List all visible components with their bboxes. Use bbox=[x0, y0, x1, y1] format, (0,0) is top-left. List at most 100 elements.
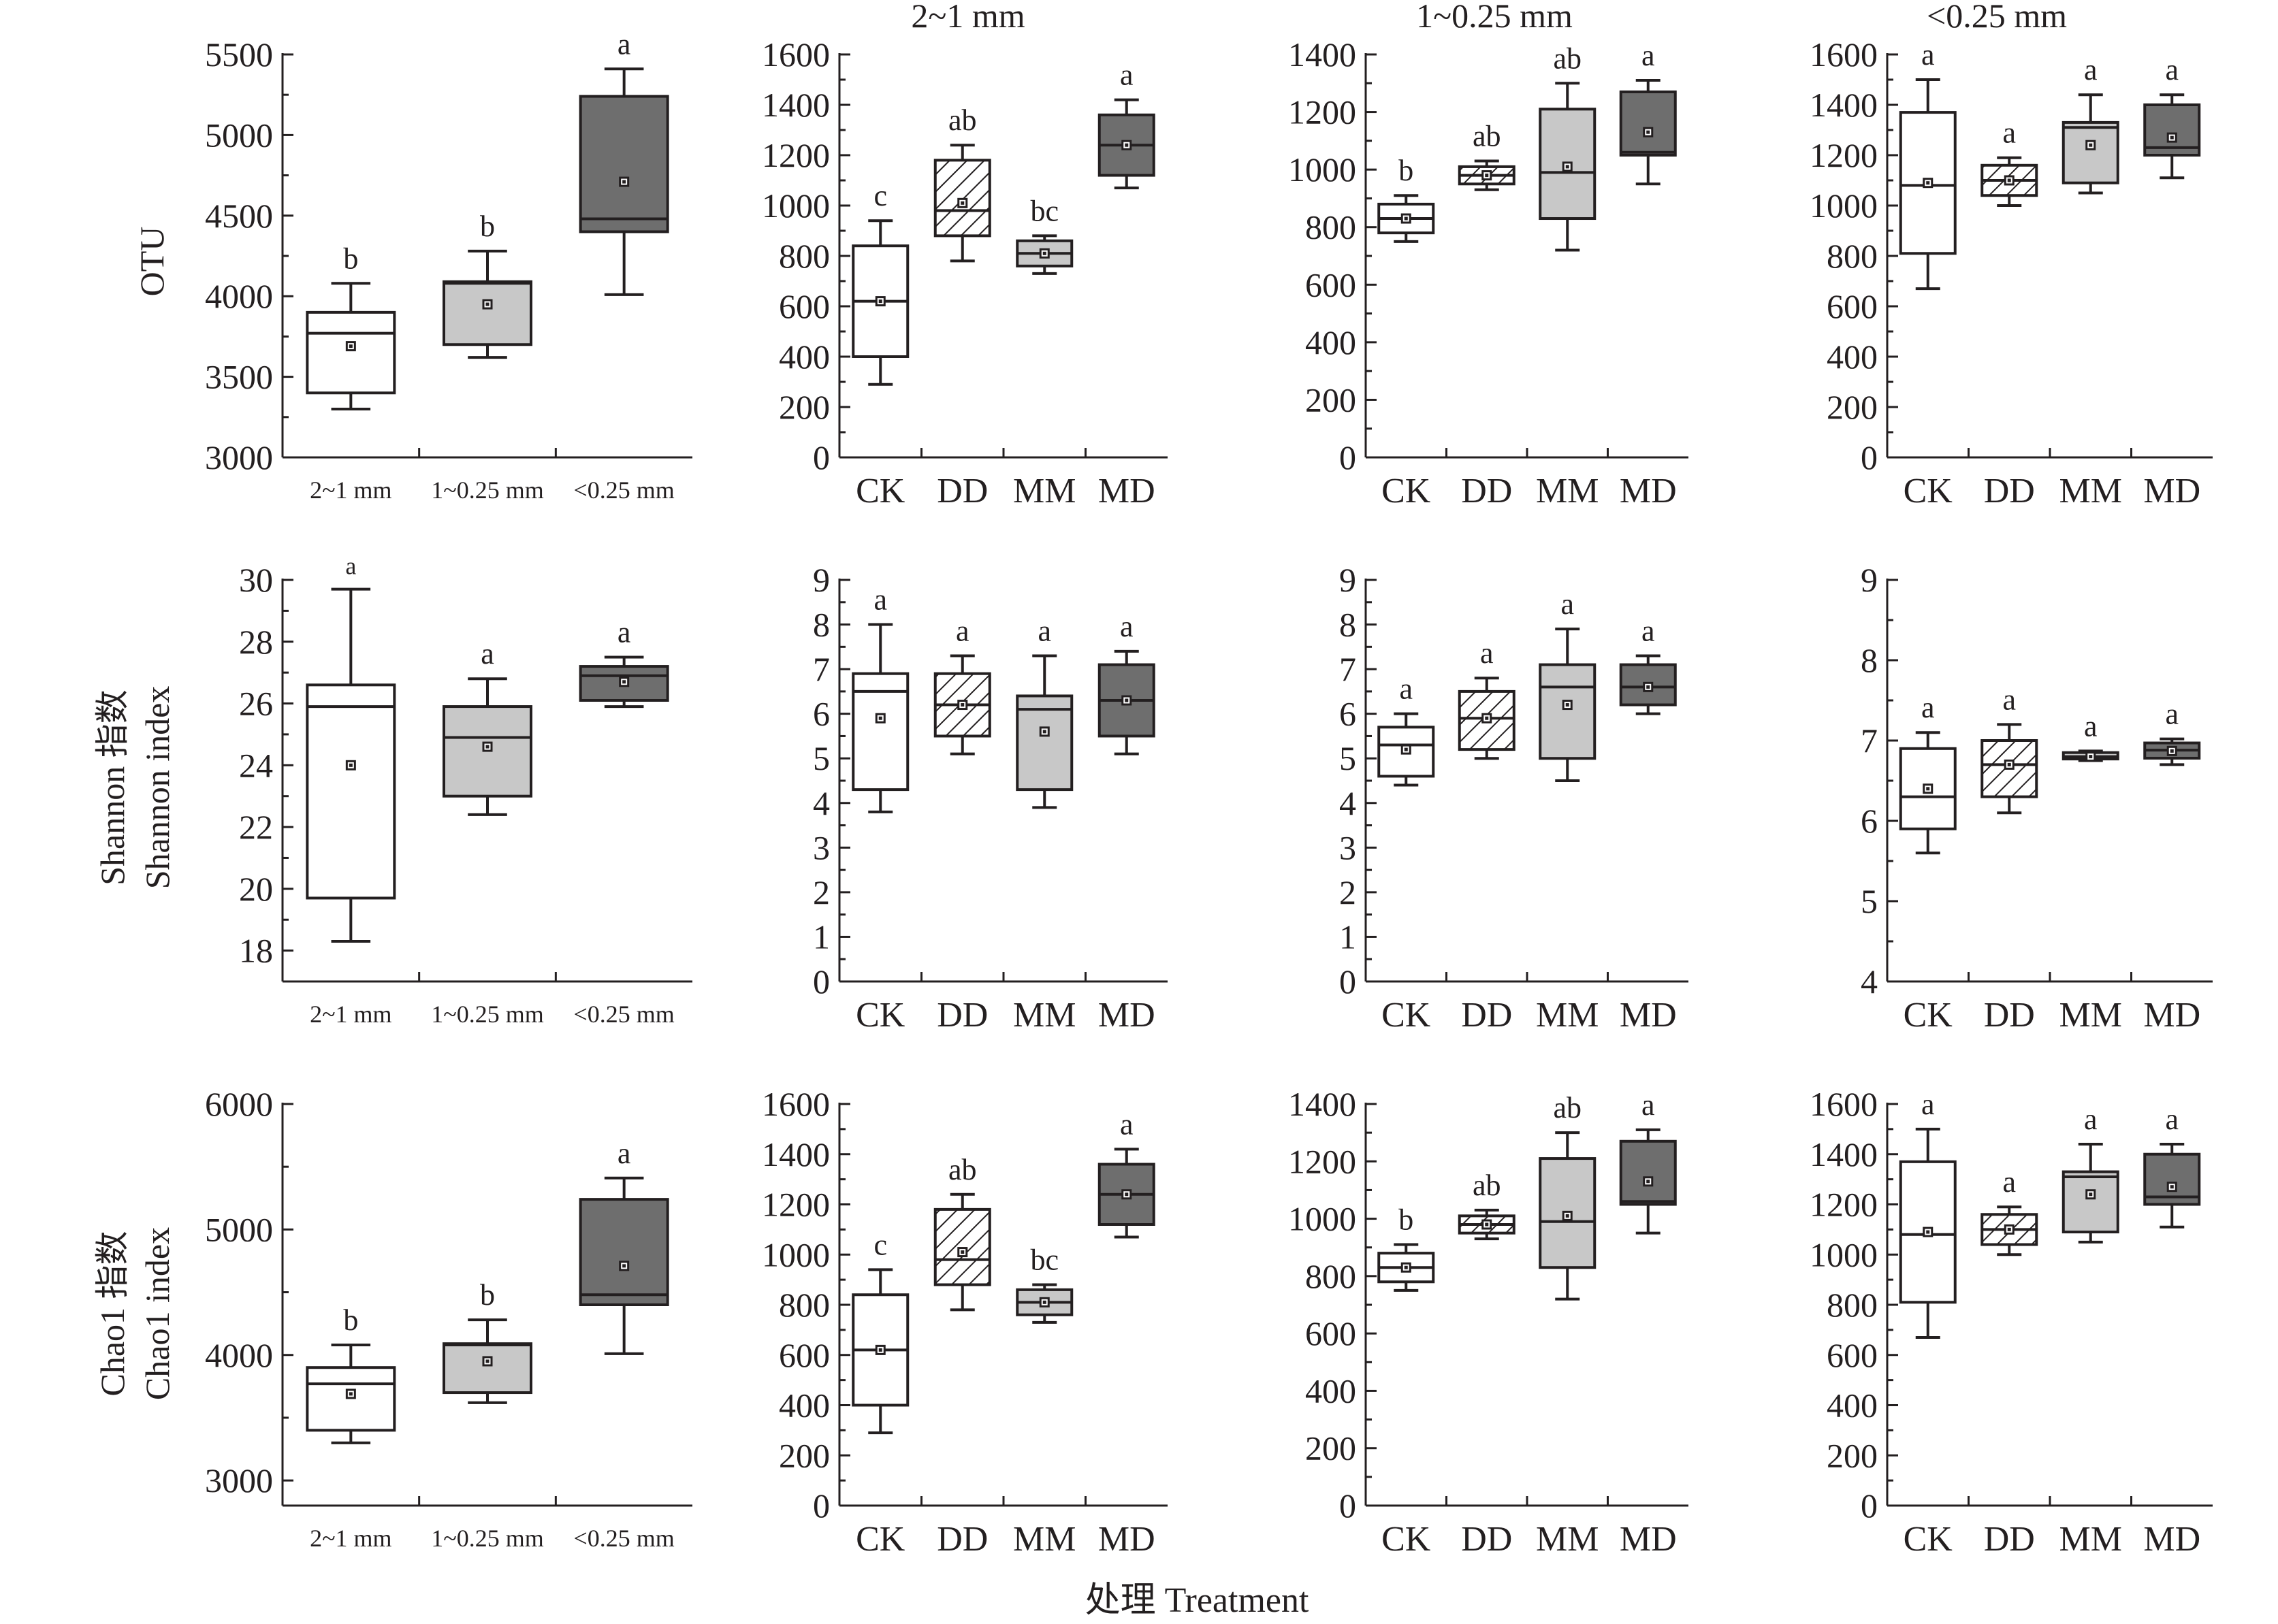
y-tick-label: 0 bbox=[1339, 962, 1356, 1001]
mean-dot bbox=[2007, 1227, 2011, 1231]
mean-dot bbox=[1042, 251, 1046, 255]
category-label: MD bbox=[1620, 472, 1677, 510]
y-tick-label: 8 bbox=[1861, 641, 1878, 679]
y-tick-label: 4 bbox=[1861, 962, 1878, 1001]
significance-letter: a bbox=[2165, 1103, 2179, 1136]
y-tick-label: 1200 bbox=[762, 1186, 830, 1224]
y-tick-label: 1400 bbox=[1810, 86, 1878, 124]
category-label: MM bbox=[2059, 472, 2122, 510]
box-MD: a bbox=[1619, 614, 1677, 715]
y-tick-label: 6 bbox=[1339, 695, 1356, 733]
box-MD: a bbox=[1619, 1088, 1677, 1235]
category-label: 1~0.25 mm bbox=[431, 1525, 543, 1552]
y-tick-label: 1400 bbox=[762, 86, 830, 124]
category-label: <0.25 mm bbox=[574, 1525, 675, 1552]
category-label: CK bbox=[1904, 1520, 1953, 1559]
mean-dot bbox=[1485, 1222, 1489, 1227]
y-tick-label: 1000 bbox=[762, 1235, 830, 1273]
significance-letter: a bbox=[1399, 672, 1413, 706]
significance-letter: ab bbox=[1473, 119, 1501, 152]
box-iqr bbox=[579, 1198, 669, 1306]
panel-r1-c2: 0 1 2 3 4 5 6 7 8 9 CK DD MM MD a a a a bbox=[1339, 561, 1688, 1035]
y-tick-label: 200 bbox=[779, 388, 830, 426]
mean-dot bbox=[878, 299, 882, 304]
box-iqr bbox=[443, 280, 532, 346]
y-tick-label: 24 bbox=[239, 746, 273, 784]
category-label: MM bbox=[2059, 1520, 2122, 1559]
y-tick-label: 1600 bbox=[1810, 1085, 1878, 1123]
significance-letter: a bbox=[1120, 610, 1134, 643]
mean-dot bbox=[1646, 130, 1650, 134]
y-tick-label: 5 bbox=[1861, 882, 1878, 920]
y-tick-label: 0 bbox=[1339, 438, 1356, 476]
category-label: DD bbox=[1461, 472, 1512, 510]
box-MM: ab bbox=[1539, 1091, 1597, 1301]
category-label: MD bbox=[1620, 1520, 1677, 1559]
box-MD: a bbox=[2143, 698, 2201, 766]
box-DD: a bbox=[1980, 1165, 2038, 1256]
y-tick-label: 0 bbox=[1339, 1487, 1356, 1525]
mean-dot bbox=[2089, 1192, 2093, 1197]
significance-letter: a bbox=[2084, 1103, 2098, 1136]
y-tick-label: 400 bbox=[779, 338, 830, 376]
box-MM: a bbox=[2062, 1103, 2119, 1244]
y-tick-label: 400 bbox=[1305, 323, 1356, 361]
y-tick-label: 18 bbox=[239, 932, 273, 970]
significance-letter: a bbox=[2002, 116, 2016, 150]
x-axis-title: 处理 Treatment bbox=[1085, 1581, 1309, 1620]
box-MD: a bbox=[2143, 53, 2201, 180]
category-label: DD bbox=[1984, 996, 2035, 1035]
y-tick-label: 5500 bbox=[205, 35, 273, 74]
significance-letter: a bbox=[1480, 636, 1494, 670]
category-label: DD bbox=[937, 1520, 988, 1559]
mean-dot bbox=[2007, 178, 2011, 182]
box-DD: ab bbox=[1458, 1169, 1515, 1241]
mean-dot bbox=[2089, 143, 2093, 147]
mean-dot bbox=[961, 1250, 965, 1254]
mean-dot bbox=[961, 201, 965, 205]
category-label: DD bbox=[1461, 996, 1512, 1035]
mean-dot bbox=[878, 1348, 882, 1352]
category-label: 2~1 mm bbox=[310, 1525, 391, 1552]
y-tick-label: 7 bbox=[813, 650, 830, 688]
y-tick-label: 6000 bbox=[205, 1085, 273, 1123]
y-tick-label: 4000 bbox=[205, 1336, 273, 1374]
category-label: MD bbox=[1098, 1520, 1155, 1559]
panel-r2-c0: 3000 4000 5000 6000 2~1 mm 1~0.25 mm <0.25 mm b… bbox=[205, 1085, 692, 1552]
box-iqr bbox=[443, 1342, 532, 1395]
y-tick-label: 5000 bbox=[205, 116, 273, 154]
y-tick-label: 1000 bbox=[1288, 1200, 1356, 1238]
significance-letter: a bbox=[1921, 691, 1935, 724]
significance-letter: a bbox=[2084, 709, 2098, 743]
category-label: <0.25 mm bbox=[574, 476, 675, 504]
significance-letter: ab bbox=[1473, 1169, 1501, 1202]
category-label: DD bbox=[1984, 472, 2035, 510]
category-label: CK bbox=[1904, 996, 1953, 1035]
category-label: 2~1 mm bbox=[310, 1001, 391, 1028]
mean-dot bbox=[1565, 1214, 1569, 1218]
y-tick-label: 1400 bbox=[1288, 35, 1356, 74]
significance-letter: a bbox=[617, 1137, 631, 1170]
row-label-shannon-en: Shannon index bbox=[138, 686, 176, 890]
significance-letter: ab bbox=[948, 1153, 977, 1186]
mean-dot bbox=[349, 344, 353, 348]
category-label: MM bbox=[1536, 472, 1599, 510]
category-label: CK bbox=[1381, 1520, 1431, 1559]
box-DD: a bbox=[1458, 636, 1515, 760]
significance-letter: a bbox=[1641, 614, 1655, 647]
box-2~1 mm: b bbox=[306, 242, 396, 410]
y-tick-label: 1600 bbox=[1810, 35, 1878, 74]
box-iqr bbox=[1619, 90, 1677, 157]
y-tick-label: 0 bbox=[813, 438, 830, 476]
category-label: MM bbox=[1536, 1520, 1599, 1559]
box-iqr bbox=[852, 672, 910, 792]
mean-dot bbox=[1926, 181, 1930, 185]
category-label: DD bbox=[1984, 1520, 2035, 1559]
y-tick-label: 800 bbox=[779, 1286, 830, 1324]
box-CK: a bbox=[1899, 1088, 1957, 1339]
y-tick-label: 0 bbox=[813, 1487, 830, 1525]
panel-r0-c0: 3000 3500 4000 4500 5000 5500 2~1 mm 1~0.25 mm <… bbox=[205, 27, 692, 504]
significance-letter: ab bbox=[948, 103, 977, 137]
y-tick-label: 800 bbox=[1827, 1286, 1878, 1324]
